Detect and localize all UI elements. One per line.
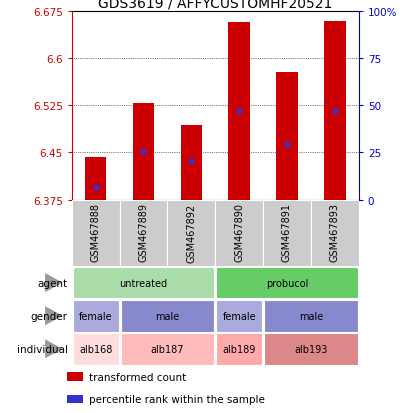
Bar xyxy=(228,23,249,200)
Text: GSM467890: GSM467890 xyxy=(234,203,244,262)
Text: GSM467889: GSM467889 xyxy=(138,203,148,262)
Bar xyxy=(66,373,83,381)
Bar xyxy=(216,333,261,365)
Bar xyxy=(120,333,214,365)
Bar xyxy=(310,200,358,266)
Text: male: male xyxy=(155,311,179,321)
Text: GSM467891: GSM467891 xyxy=(281,203,291,262)
Bar xyxy=(66,395,83,404)
Text: alb189: alb189 xyxy=(222,344,255,354)
Bar xyxy=(216,267,357,299)
Bar xyxy=(180,126,202,200)
Bar xyxy=(72,267,214,299)
Bar xyxy=(276,73,297,200)
Text: gender: gender xyxy=(31,311,67,321)
Text: alb168: alb168 xyxy=(79,344,112,354)
Bar xyxy=(263,333,357,365)
Title: GDS3619 / AFFYCUSTOMHF20521: GDS3619 / AFFYCUSTOMHF20521 xyxy=(98,0,332,10)
Bar xyxy=(216,300,261,332)
Text: percentile rank within the sample: percentile rank within the sample xyxy=(88,394,264,404)
Bar xyxy=(120,300,214,332)
Text: probucol: probucol xyxy=(265,278,308,288)
Text: female: female xyxy=(222,311,255,321)
Bar xyxy=(215,200,263,266)
Bar xyxy=(263,200,310,266)
Text: untreated: untreated xyxy=(119,278,167,288)
Polygon shape xyxy=(45,306,62,325)
Bar xyxy=(72,300,118,332)
Polygon shape xyxy=(45,339,62,358)
Text: transformed count: transformed count xyxy=(88,372,185,382)
Text: alb193: alb193 xyxy=(294,344,327,354)
Bar xyxy=(263,300,357,332)
Polygon shape xyxy=(45,273,62,292)
Text: individual: individual xyxy=(17,344,67,354)
Text: female: female xyxy=(79,311,112,321)
Text: GSM467892: GSM467892 xyxy=(186,203,196,262)
Text: GSM467888: GSM467888 xyxy=(90,203,101,262)
Text: agent: agent xyxy=(38,278,67,288)
Bar xyxy=(133,104,154,200)
Text: male: male xyxy=(298,311,322,321)
Text: GSM467893: GSM467893 xyxy=(329,203,339,262)
Bar xyxy=(72,333,118,365)
Bar xyxy=(85,157,106,200)
Bar xyxy=(167,200,215,266)
Bar xyxy=(323,22,345,200)
Bar xyxy=(119,200,167,266)
Bar xyxy=(72,200,119,266)
Text: alb187: alb187 xyxy=(150,344,184,354)
